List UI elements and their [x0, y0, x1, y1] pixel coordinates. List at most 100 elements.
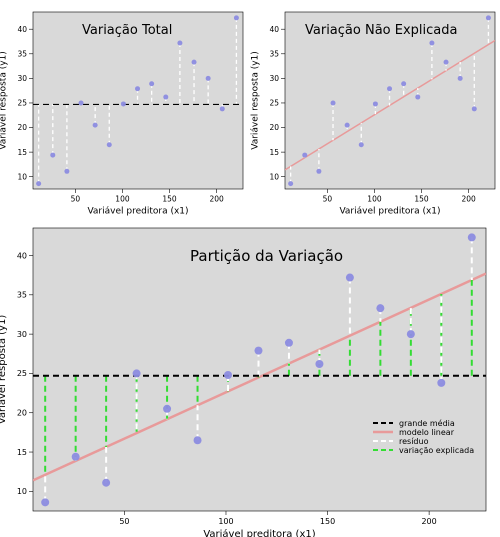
data-point: [345, 273, 354, 282]
chart-title: Partição da Variação: [190, 247, 343, 265]
y-tick-label: 25: [17, 99, 27, 108]
data-point: [302, 152, 308, 158]
data-point: [467, 233, 476, 242]
data-point: [92, 122, 98, 128]
y-tick-label: 35: [269, 49, 279, 58]
y-tick-label: 20: [17, 409, 27, 418]
legend-label: resíduo: [399, 437, 429, 446]
data-point: [344, 122, 350, 128]
y-tick-label: 10: [17, 487, 27, 496]
chart-panel-3: 50 100 150 200 10 15 20 25 30 35 40 Variável predit…: [0, 227, 487, 537]
data-point: [443, 59, 449, 65]
y-tick-label: 30: [17, 74, 27, 83]
data-point: [485, 15, 491, 21]
y-tick-label: 35: [17, 291, 27, 300]
data-point: [224, 371, 233, 380]
chart-title: Variação Total: [82, 23, 172, 38]
y-tick-label: 20: [17, 123, 27, 132]
y-axis-label: Variável resposta (y1): [0, 51, 9, 150]
plot-content: [33, 233, 486, 507]
y-tick-label: 30: [269, 74, 279, 83]
data-point: [191, 59, 197, 65]
data-point: [120, 101, 126, 107]
plot-content: [285, 15, 495, 187]
x-tick-label: 150: [414, 195, 429, 204]
data-point: [401, 81, 407, 87]
y-tick-label: 10: [17, 172, 27, 181]
y-tick-label: 25: [269, 99, 279, 108]
data-point: [376, 304, 385, 313]
data-point: [36, 181, 42, 187]
data-point: [471, 106, 477, 112]
x-tick-label: 200: [461, 195, 476, 204]
data-point: [330, 100, 336, 106]
data-point: [64, 168, 70, 174]
data-point: [78, 100, 84, 106]
data-point: [149, 81, 155, 87]
y-tick-label: 40: [269, 25, 279, 34]
data-point: [406, 330, 415, 339]
data-point: [437, 378, 446, 387]
data-point: [233, 15, 239, 21]
data-point: [415, 94, 421, 100]
data-point: [316, 168, 322, 174]
x-tick-label: 50: [71, 195, 81, 204]
x-tick-label: 150: [320, 517, 335, 526]
legend-label: grande média: [399, 418, 455, 428]
data-point: [135, 86, 141, 92]
y-axis-label: Variável resposta (y1): [251, 51, 261, 150]
data-point: [358, 142, 364, 148]
y-axis-label: Variável resposta (y1): [0, 315, 8, 425]
data-point: [457, 75, 463, 81]
data-point: [429, 40, 435, 46]
data-point: [132, 369, 141, 378]
x-tick-label: 100: [367, 195, 382, 204]
data-point: [205, 75, 211, 81]
x-tick-label: 150: [162, 195, 177, 204]
data-point: [288, 181, 294, 187]
regression-line: [33, 272, 486, 482]
data-point: [41, 498, 50, 507]
chart-title: Variação Não Explicada: [305, 23, 457, 38]
data-point: [71, 452, 80, 461]
data-point: [219, 106, 225, 112]
x-tick-label: 100: [115, 195, 130, 204]
y-tick-label: 10: [269, 172, 279, 181]
legend-label: variação explicada: [399, 446, 474, 455]
y-tick-label: 20: [269, 123, 279, 132]
y-tick-label: 15: [17, 448, 27, 457]
x-axis-label: Variável preditora (x1): [203, 528, 315, 537]
data-point: [163, 94, 169, 100]
data-point: [284, 338, 293, 347]
y-tick-label: 40: [17, 25, 27, 34]
data-point: [372, 101, 378, 107]
y-tick-label: 30: [17, 330, 27, 339]
data-point: [315, 359, 324, 368]
plot-area: [284, 11, 496, 190]
x-tick-label: 50: [119, 517, 129, 526]
x-tick-label: 50: [323, 195, 333, 204]
x-axis-label: Variável preditora (x1): [87, 207, 188, 217]
plot-content: [33, 15, 243, 187]
data-point: [50, 152, 56, 158]
plot-area: [32, 11, 244, 190]
data-point: [102, 478, 111, 487]
chart-panel-1: 50 100 150 200 10 15 20 25 30 35 40 Variável predit…: [0, 11, 244, 217]
x-tick-label: 100: [218, 517, 233, 526]
data-point: [163, 404, 172, 413]
data-point: [177, 40, 183, 46]
y-tick-label: 25: [17, 369, 27, 378]
y-tick-label: 15: [17, 148, 27, 157]
x-axis-label: Variável preditora (x1): [339, 207, 440, 217]
data-point: [254, 346, 263, 355]
legend-label: modelo linear: [399, 428, 455, 437]
plot-area: [32, 227, 487, 512]
y-tick-label: 15: [269, 148, 279, 157]
y-tick-label: 35: [17, 49, 27, 58]
chart-panel-2: 50 100 150 200 10 15 20 25 30 35 40 Variável predit…: [251, 11, 496, 217]
data-point: [106, 142, 112, 148]
x-tick-label: 200: [209, 195, 224, 204]
x-tick-label: 200: [421, 517, 436, 526]
